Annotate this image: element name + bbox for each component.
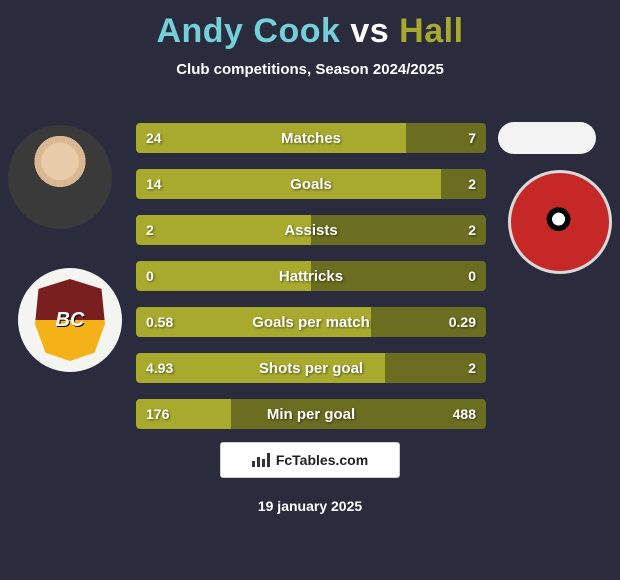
stat-row: Hattricks00 (136, 261, 486, 291)
bar-left-fill (136, 399, 231, 429)
bar-left-fill (136, 353, 385, 383)
bradford-crest-icon: BC (35, 279, 105, 361)
player1-name: Andy Cook (156, 12, 340, 50)
bar-right-fill (371, 307, 487, 337)
footer-date: 19 january 2025 (0, 498, 620, 514)
player1-photo (8, 125, 112, 229)
bar-right-fill (441, 169, 487, 199)
bar-right-fill (385, 353, 487, 383)
stat-row: Goals142 (136, 169, 486, 199)
stat-row: Goals per match0.580.29 (136, 307, 486, 337)
player2-club-crest (508, 170, 612, 274)
stats-bars-container: Matches247 Goals142 Assists22 Hattricks00 Go… (136, 123, 486, 445)
comparison-title: Andy Cook vs Hall (0, 0, 620, 51)
bar-right-fill (311, 261, 486, 291)
stat-row: Matches247 (136, 123, 486, 153)
bar-left-fill (136, 123, 406, 153)
subtitle: Club competitions, Season 2024/2025 (0, 61, 620, 78)
chart-icon (252, 453, 270, 467)
stat-row: Min per goal176488 (136, 399, 486, 429)
bar-right-fill (311, 215, 486, 245)
bar-left-fill (136, 215, 311, 245)
stat-row: Shots per goal4.932 (136, 353, 486, 383)
bar-left-fill (136, 307, 371, 337)
player1-club-crest: BC (18, 268, 122, 372)
title-vs: vs (350, 12, 389, 50)
site-badge[interactable]: FcTables.com (220, 442, 400, 478)
bar-left-fill (136, 169, 441, 199)
bar-right-fill (406, 123, 487, 153)
walsall-crest-icon (524, 186, 596, 258)
crest-text: BC (56, 309, 85, 332)
bar-left-fill (136, 261, 311, 291)
player2-photo-placeholder (498, 122, 596, 154)
player2-name: Hall (399, 12, 463, 50)
site-name: FcTables.com (276, 452, 368, 468)
stat-row: Assists22 (136, 215, 486, 245)
bar-right-fill (231, 399, 487, 429)
